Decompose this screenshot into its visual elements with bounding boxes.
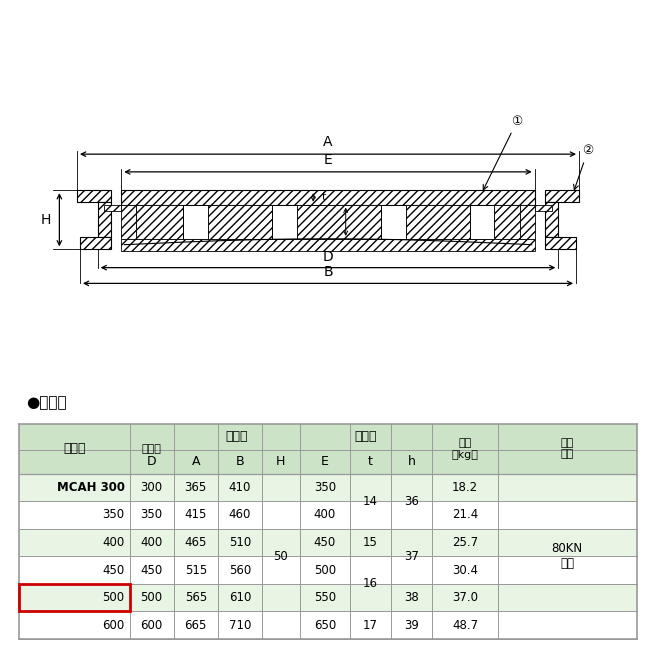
Text: B: B xyxy=(236,455,244,468)
Text: 350: 350 xyxy=(314,481,336,494)
Bar xyxy=(20,424,636,474)
Text: 500: 500 xyxy=(314,564,336,577)
Bar xyxy=(80,237,111,249)
Bar xyxy=(184,205,208,239)
Bar xyxy=(208,205,272,239)
Text: 400: 400 xyxy=(102,536,125,549)
Bar xyxy=(20,584,130,611)
Text: 400: 400 xyxy=(314,508,336,522)
Text: 80KN
以上: 80KN 以上 xyxy=(552,543,583,570)
Bar xyxy=(381,205,406,239)
Bar xyxy=(535,205,552,211)
Bar xyxy=(545,202,558,237)
Text: 365: 365 xyxy=(184,481,207,494)
Text: 400: 400 xyxy=(140,536,163,549)
Text: E: E xyxy=(321,455,329,468)
Text: 36: 36 xyxy=(404,495,419,508)
Text: ②: ② xyxy=(573,144,594,190)
Text: 515: 515 xyxy=(184,564,207,577)
Text: 350: 350 xyxy=(140,508,163,522)
Text: 450: 450 xyxy=(314,536,336,549)
Text: B: B xyxy=(323,266,333,279)
Text: H: H xyxy=(276,455,285,468)
Text: 39: 39 xyxy=(404,619,419,632)
Bar xyxy=(20,501,636,529)
Text: 565: 565 xyxy=(184,591,207,604)
Text: 465: 465 xyxy=(184,536,207,549)
Text: 600: 600 xyxy=(102,619,125,632)
Bar xyxy=(121,239,535,251)
Bar xyxy=(20,584,636,611)
Text: 460: 460 xyxy=(229,508,251,522)
Text: D: D xyxy=(147,455,157,468)
Text: 18.2: 18.2 xyxy=(452,481,478,494)
Bar xyxy=(406,205,470,239)
Bar xyxy=(272,205,297,239)
Text: 450: 450 xyxy=(140,564,163,577)
Text: 560: 560 xyxy=(229,564,251,577)
Text: 16: 16 xyxy=(363,577,378,590)
Text: ふ　た: ふ た xyxy=(354,430,377,443)
Bar xyxy=(77,190,111,202)
Text: 14: 14 xyxy=(363,495,378,508)
Text: A: A xyxy=(323,135,333,149)
Text: 重量
（kg）: 重量 （kg） xyxy=(451,438,478,459)
Text: 450: 450 xyxy=(102,564,125,577)
Text: 37: 37 xyxy=(404,550,419,563)
Text: 550: 550 xyxy=(314,591,336,604)
Text: 300: 300 xyxy=(140,481,163,494)
Text: ①: ① xyxy=(483,115,523,190)
Text: 実内径: 実内径 xyxy=(142,443,161,454)
Bar xyxy=(297,205,381,239)
Bar xyxy=(20,556,636,584)
Text: 15: 15 xyxy=(363,536,378,549)
Text: 受　枠: 受 枠 xyxy=(226,430,248,443)
Text: A: A xyxy=(192,455,200,468)
Bar xyxy=(545,190,579,202)
Bar xyxy=(495,205,520,239)
Text: 600: 600 xyxy=(140,619,163,632)
Text: MCAH 300: MCAH 300 xyxy=(56,481,125,494)
Bar xyxy=(104,205,121,211)
Text: 50: 50 xyxy=(274,550,288,563)
Text: 350: 350 xyxy=(102,508,125,522)
Bar xyxy=(545,237,576,249)
Bar xyxy=(121,190,535,205)
Text: 21.4: 21.4 xyxy=(452,508,478,522)
Bar xyxy=(20,611,636,639)
Text: 17: 17 xyxy=(363,619,378,632)
Bar xyxy=(20,529,636,556)
Text: 650: 650 xyxy=(314,619,336,632)
Text: 510: 510 xyxy=(229,536,251,549)
Text: 500: 500 xyxy=(140,591,163,604)
Text: 710: 710 xyxy=(229,619,251,632)
Bar xyxy=(520,205,535,239)
Text: 破壊
荷重: 破壊 荷重 xyxy=(561,438,574,459)
Bar xyxy=(98,202,111,237)
Bar xyxy=(121,205,136,239)
Text: H: H xyxy=(40,213,51,227)
Text: 48.7: 48.7 xyxy=(452,619,478,632)
Bar xyxy=(20,474,636,501)
Bar xyxy=(136,205,184,239)
Text: E: E xyxy=(323,154,333,167)
Text: 665: 665 xyxy=(184,619,207,632)
Text: 410: 410 xyxy=(229,481,251,494)
Text: t: t xyxy=(368,455,373,468)
Text: 30.4: 30.4 xyxy=(452,564,478,577)
Text: 25.7: 25.7 xyxy=(452,536,478,549)
Text: 610: 610 xyxy=(229,591,251,604)
Text: 37.0: 37.0 xyxy=(452,591,478,604)
Text: 500: 500 xyxy=(102,591,125,604)
Bar xyxy=(470,205,495,239)
Text: 38: 38 xyxy=(404,591,419,604)
Text: t: t xyxy=(322,192,327,203)
Text: ●仕　様: ●仕 様 xyxy=(26,395,66,410)
Text: 符　号: 符 号 xyxy=(63,442,86,455)
Text: D: D xyxy=(323,250,333,264)
Text: 415: 415 xyxy=(184,508,207,522)
Text: h: h xyxy=(407,455,415,468)
